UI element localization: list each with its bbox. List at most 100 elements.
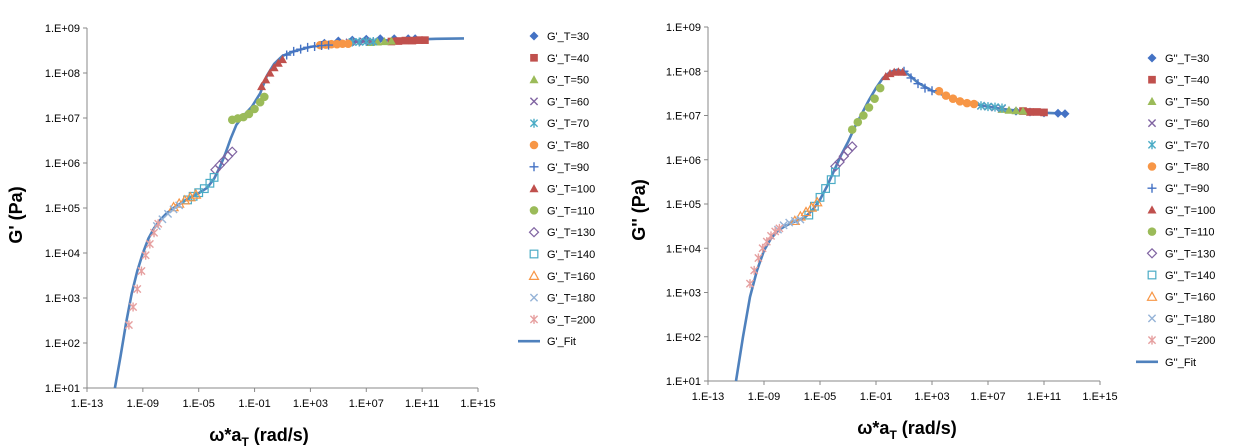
legend-swatch	[529, 184, 539, 193]
series-gp-t-140	[183, 172, 219, 205]
legend-label: G'_T=140	[547, 249, 595, 261]
legend-item-gpp-t-60: G''_T=60	[1147, 118, 1209, 130]
data-point	[282, 50, 292, 60]
data-point	[133, 284, 142, 294]
data-point	[303, 42, 313, 52]
data-point	[785, 218, 794, 227]
legend-item-gpp-t-40: G''_T=40	[1148, 75, 1209, 87]
legend-item-gp-t-70: G'_T=70	[529, 118, 589, 130]
data-point	[847, 125, 857, 134]
legend-swatch	[528, 270, 540, 280]
legend-item-gpp-t-80: G''_T=80	[1147, 162, 1209, 174]
legend-label: G'_T=50	[547, 75, 589, 87]
x-tick-label: 1.E-09	[748, 391, 780, 403]
legend-swatch	[529, 31, 539, 41]
legend-label: G'_T=200	[547, 314, 595, 326]
data-point	[771, 226, 780, 236]
y-tick-label: 1.E+03	[666, 288, 701, 300]
legend-label: G''_T=60	[1165, 118, 1209, 130]
x-tick-label: 1.E+15	[1082, 391, 1117, 403]
series-gp-t-130	[210, 146, 238, 176]
data-point	[369, 37, 378, 46]
data-point	[758, 243, 767, 253]
legend-label: G'_T=160	[547, 271, 595, 283]
series-gpp-t-200	[745, 223, 784, 289]
legend-swatch	[1147, 205, 1157, 214]
y-tick-label: 1.E+09	[45, 23, 80, 35]
data-point	[362, 37, 371, 46]
y-tick-label: 1.E+06	[45, 158, 80, 170]
data-point	[128, 302, 138, 312]
x-axis-label-storage-modulus: ω*aT (rad/s)	[209, 425, 309, 446]
legend-label: G'_T=70	[547, 118, 589, 130]
series-gp-t-110	[227, 92, 269, 125]
data-point	[983, 102, 993, 112]
legend-swatch	[1147, 270, 1157, 280]
data-point	[244, 109, 254, 119]
data-point	[386, 36, 396, 45]
legend-label: G'_T=110	[547, 205, 594, 217]
legend-label: G'_T=100	[547, 184, 595, 196]
data-point	[997, 103, 1007, 113]
legend-swatch	[1147, 335, 1157, 345]
data-point	[927, 86, 937, 96]
x-tick-label: 1.E-01	[238, 398, 270, 410]
legend-item-gp-t-100: G'_T=100	[529, 184, 595, 196]
legend-item-gp-t-50: G'_T=50	[529, 75, 589, 87]
y-tick-label: 1.E+02	[666, 332, 701, 344]
data-point	[355, 37, 364, 47]
y-tick-label: 1.E+05	[666, 199, 701, 211]
y-tick-label: 1.E+01	[666, 376, 701, 388]
legend-item-gpp-t-130: G''_T=130	[1146, 247, 1215, 260]
data-point	[806, 201, 818, 212]
y-tick-label: 1.E+08	[45, 68, 80, 80]
data-point	[261, 75, 271, 84]
x-axis-label-main: ω*a	[857, 418, 890, 438]
x-tick-label: 1.E-05	[183, 398, 215, 410]
legend-label: G'_T=60	[547, 96, 589, 108]
data-point	[1053, 108, 1063, 118]
legend-item-gpp-t-70: G''_T=70	[1147, 140, 1209, 152]
data-point	[1004, 105, 1014, 114]
x-tick-label: 1.E+07	[349, 398, 384, 410]
legend-label: G''_T=100	[1165, 205, 1215, 217]
legend-item-gp-t-40: G'_T=40	[530, 53, 589, 65]
x-tick-label: 1.E+03	[914, 391, 949, 403]
data-point	[250, 104, 259, 114]
legend-swatch	[529, 118, 539, 128]
legend-label: G''_T=80	[1165, 162, 1209, 174]
plot-area-loss-modulus: 1.E+01 1.E+02 1.E+03 1.E+04 1.E+05 1.E+06 1.E+…	[666, 22, 1118, 403]
legend-label: G'_T=80	[547, 140, 589, 152]
legend-item-gp-fit: G'_Fit	[518, 336, 576, 348]
plot-area-storage-modulus: 1.E+01 1.E+02 1.E+03 1.E+04 1.E+05 1.E+06 1.E+…	[45, 23, 496, 410]
legend-label: G''_T=180	[1165, 313, 1215, 325]
data-point	[754, 253, 763, 263]
data-point	[163, 209, 173, 218]
data-point	[278, 55, 287, 64]
data-point	[190, 188, 202, 199]
legend-label: G''_T=40	[1165, 75, 1209, 87]
x-axis-label-main: ω*a	[209, 425, 242, 445]
series-gpp-t-160	[789, 196, 823, 226]
data-point	[750, 265, 759, 275]
legend-swatch	[529, 314, 539, 324]
x-tick-label: 1.E+15	[460, 398, 495, 410]
legend-label: G''_T=70	[1165, 140, 1209, 152]
data-point	[257, 82, 267, 91]
legend-item-gp-t-180: G'_T=180	[529, 293, 595, 305]
x-axis-label-unit: (rad/s)	[897, 418, 957, 438]
legend-swatch	[1147, 119, 1157, 128]
y-tick-label: 1.E+07	[666, 111, 701, 123]
y-tick-label: 1.E+09	[666, 22, 701, 34]
x-tick-label: 1.E-13	[71, 398, 103, 410]
y-tick-label: 1.E+04	[666, 243, 701, 255]
legend-swatch	[529, 293, 539, 302]
legend-label: G''_T=50	[1165, 96, 1209, 108]
legend-swatch	[1147, 227, 1157, 236]
legend-item-gp-t-110: G'_T=110	[529, 205, 594, 217]
x-tick-label: 1.E+07	[970, 391, 1005, 403]
legend-label: G'_T=30	[547, 31, 589, 43]
legend-swatch	[530, 53, 538, 62]
data-point	[853, 117, 863, 127]
